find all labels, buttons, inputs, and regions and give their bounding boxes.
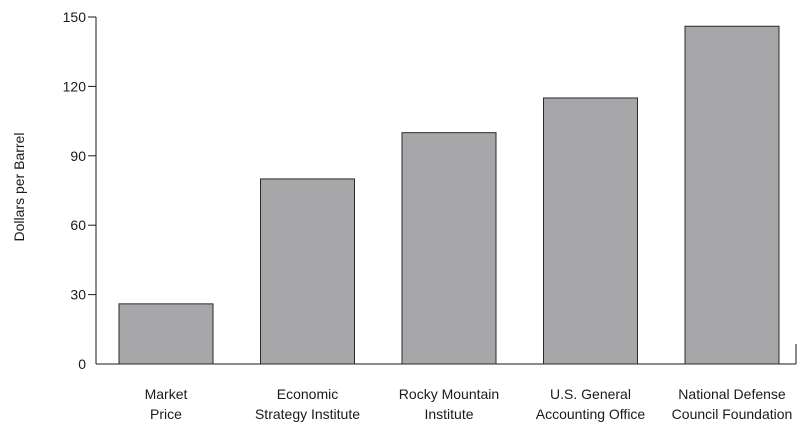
y-tick-label: 30 bbox=[70, 287, 86, 303]
y-tick-label: 120 bbox=[63, 78, 87, 94]
bars bbox=[118, 25, 780, 365]
y-tick-label: 0 bbox=[78, 356, 86, 372]
y-tick-label: 150 bbox=[63, 9, 87, 25]
bar bbox=[684, 25, 780, 365]
y-tick-label: 60 bbox=[70, 217, 86, 233]
x-axis-labels: Market Price Economic Strategy Institute Roc… bbox=[145, 386, 793, 422]
y-axis-title: Dollars per Barrel bbox=[11, 133, 27, 242]
bar bbox=[118, 303, 214, 365]
bar bbox=[260, 178, 355, 365]
x-tick-label: U.S. General Accounting Office bbox=[536, 386, 646, 422]
y-axis: 0 30 60 90 120 150 bbox=[63, 9, 97, 372]
x-tick-label: Rocky Mountain Institute bbox=[399, 386, 499, 422]
x-tick-label: Economic Strategy Institute bbox=[255, 386, 360, 422]
y-tick-label: 90 bbox=[70, 148, 86, 164]
bar bbox=[401, 132, 497, 365]
bar bbox=[543, 97, 638, 365]
x-tick-label: Market Price bbox=[145, 386, 188, 422]
x-tick-label: National Defense Council Foundation bbox=[672, 386, 793, 422]
